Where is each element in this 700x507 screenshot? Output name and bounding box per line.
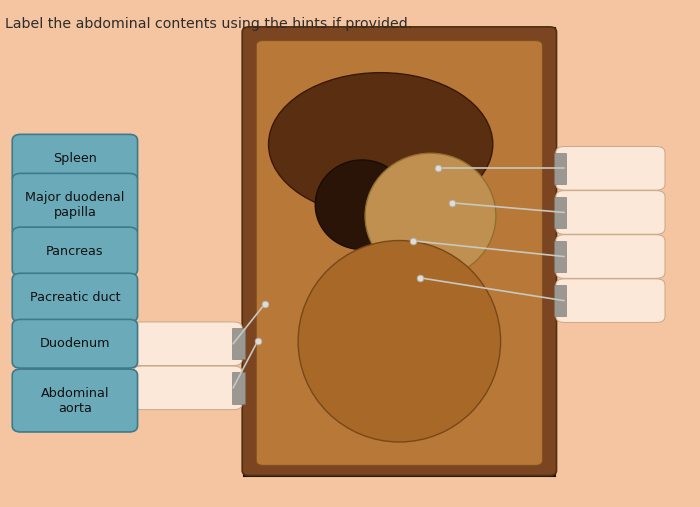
- FancyBboxPatch shape: [242, 27, 556, 476]
- FancyBboxPatch shape: [232, 372, 245, 404]
- Ellipse shape: [269, 73, 493, 216]
- FancyBboxPatch shape: [244, 28, 555, 476]
- FancyBboxPatch shape: [12, 273, 137, 322]
- Ellipse shape: [298, 240, 500, 442]
- FancyBboxPatch shape: [554, 153, 566, 184]
- FancyBboxPatch shape: [133, 322, 242, 366]
- Ellipse shape: [365, 153, 496, 278]
- FancyBboxPatch shape: [556, 279, 665, 322]
- FancyBboxPatch shape: [554, 241, 566, 272]
- FancyBboxPatch shape: [554, 285, 566, 316]
- FancyBboxPatch shape: [12, 227, 137, 276]
- FancyBboxPatch shape: [556, 191, 665, 234]
- FancyBboxPatch shape: [12, 369, 137, 432]
- Text: Pacreatic duct: Pacreatic duct: [29, 291, 120, 304]
- FancyBboxPatch shape: [256, 41, 542, 465]
- FancyBboxPatch shape: [556, 147, 665, 190]
- Text: Duodenum: Duodenum: [40, 337, 110, 350]
- FancyBboxPatch shape: [12, 134, 137, 183]
- FancyBboxPatch shape: [556, 235, 665, 278]
- Text: Abdominal
aorta: Abdominal aorta: [41, 386, 109, 415]
- Text: Spleen: Spleen: [53, 152, 97, 165]
- Ellipse shape: [315, 160, 409, 249]
- FancyBboxPatch shape: [554, 197, 566, 228]
- FancyBboxPatch shape: [12, 319, 137, 368]
- Text: Label the abdominal contents using the hints if provided.: Label the abdominal contents using the h…: [5, 17, 412, 31]
- FancyBboxPatch shape: [12, 173, 137, 236]
- Text: Major duodenal
papilla: Major duodenal papilla: [25, 191, 125, 219]
- FancyBboxPatch shape: [232, 328, 245, 359]
- Text: Pancreas: Pancreas: [46, 245, 104, 258]
- FancyBboxPatch shape: [133, 366, 242, 410]
